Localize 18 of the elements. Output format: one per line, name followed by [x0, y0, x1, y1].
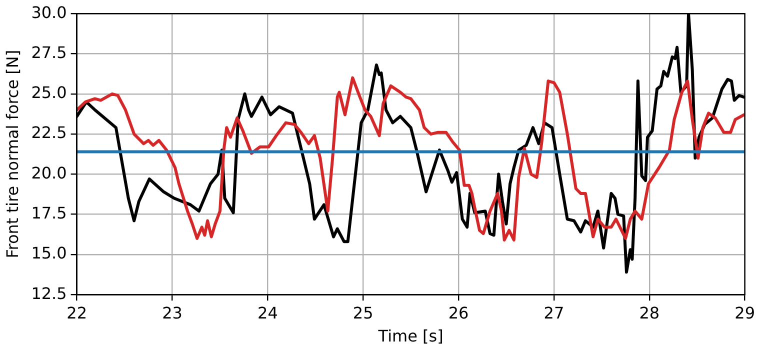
x-tick-label: 27 — [544, 303, 564, 322]
y-tick-label: 17.5 — [31, 203, 67, 222]
x-tick-label: 28 — [639, 303, 660, 322]
y-tick-label: 30.0 — [31, 2, 67, 22]
x-tick-label: 23 — [162, 303, 182, 322]
y-axis-title: Front tire normal force [N] — [2, 50, 22, 258]
y-tick-label: 25.0 — [31, 83, 67, 102]
y-tick-label: 22.5 — [31, 123, 67, 142]
y-tick-label: 15.0 — [31, 244, 67, 263]
x-tick-label: 25 — [352, 303, 374, 322]
x-axis-title: Time [s] — [377, 326, 444, 346]
y-tick-label: 12.5 — [31, 284, 67, 303]
y-tick-label: 20.0 — [31, 163, 67, 182]
x-tick-label: 24 — [258, 303, 278, 322]
x-tick-label: 22 — [66, 303, 88, 322]
y-tick-label: 27.5 — [31, 42, 67, 62]
x-tick-label: 26 — [448, 303, 469, 322]
x-tick-label: 29 — [734, 303, 755, 322]
